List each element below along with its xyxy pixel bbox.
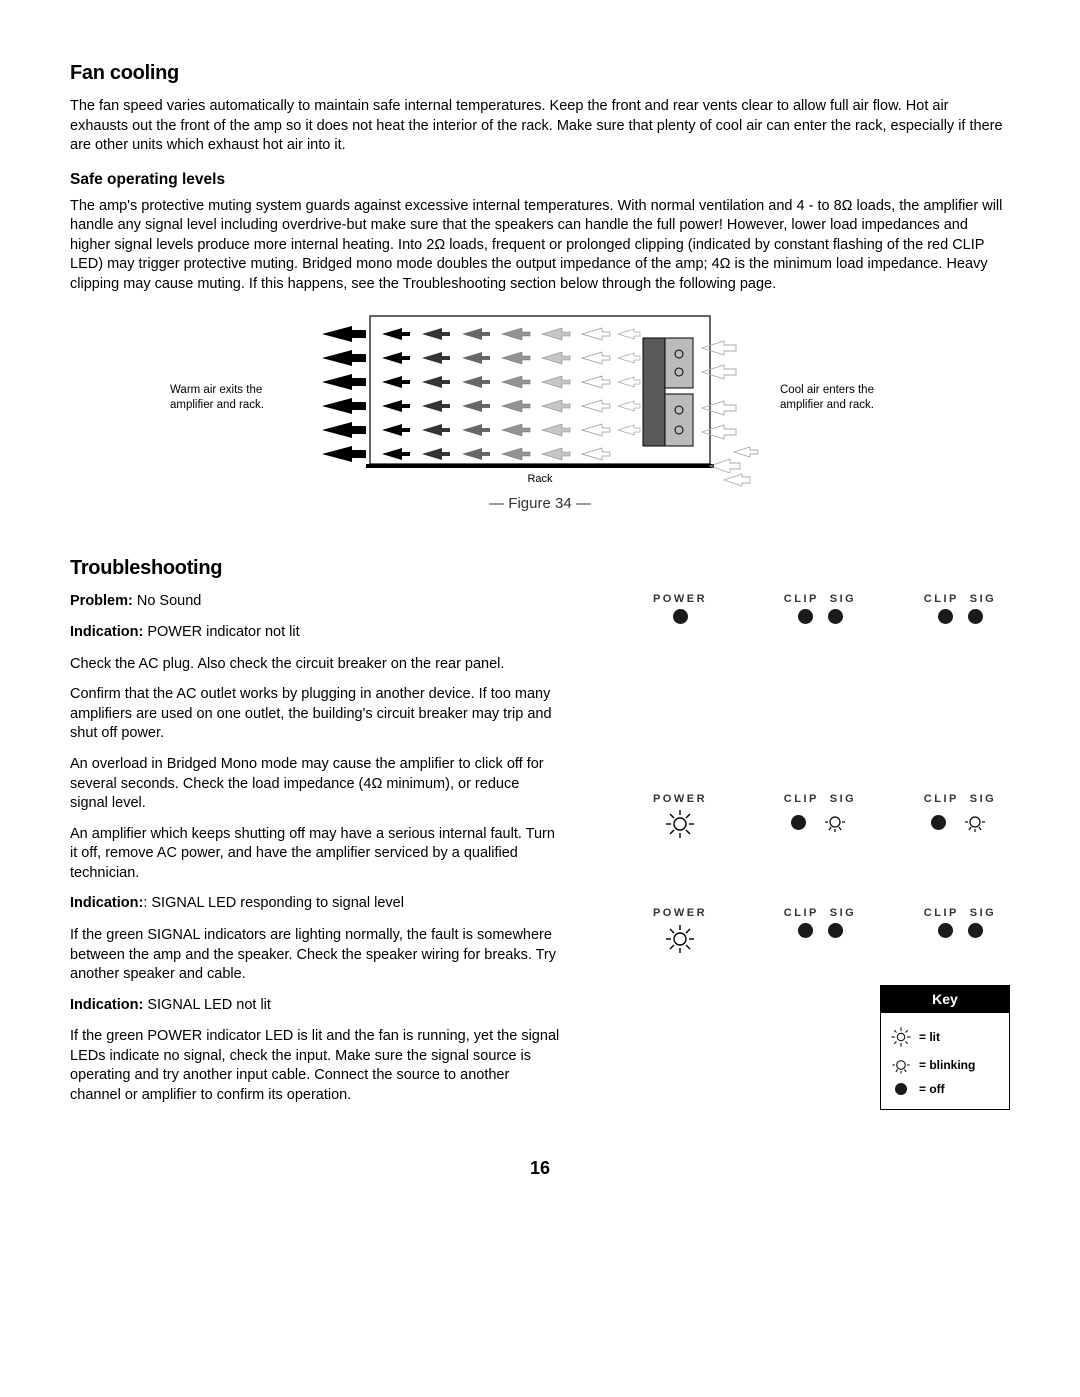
led-off-icon [931,815,946,830]
led-off-icon [673,609,688,624]
power-label: POWER [653,592,707,607]
led-lit-icon [664,808,696,840]
airflow-diagram: Warm air exits the amplifier and rack. R… [70,308,1010,488]
led-row-2: POWER CLIP SIG CLIP SIG [590,792,1010,841]
clipsig-label: CLIP SIG [784,592,856,607]
safe-levels-body: The amp's protective muting system guard… [70,197,1010,295]
power-label: POWER [653,906,707,921]
clipsig-label: CLIP SIG [784,792,856,807]
ts-p5: If the green SIGNAL indicators are light… [70,926,560,985]
problem-line: Problem: No Sound [70,592,560,612]
led-blink-icon [821,808,849,836]
safe-levels-heading: Safe operating levels [70,170,1010,191]
ts-p3: An overload in Bridged Mono mode may cau… [70,755,560,814]
troubleshooting-heading: Troubleshooting [70,555,1010,582]
figure-caption: — Figure 34 — [70,494,1010,514]
led-off-icon [828,609,843,624]
clipsig-label: CLIP SIG [924,792,996,807]
led-lit-icon [889,1025,913,1049]
led-row-1: POWER CLIP SIG CLIP SIG [590,592,1010,624]
key-blink: = blinking [919,1057,975,1073]
indication-2: Indication:: SIGNAL LED responding to si… [70,894,560,914]
key-lit: = lit [919,1029,940,1045]
ts-p2: Confirm that the AC outlet works by plug… [70,685,560,744]
power-label: POWER [653,792,707,807]
led-blink-icon [961,808,989,836]
ts-p4: An amplifier which keeps shutting off ma… [70,825,560,884]
led-off-icon [938,923,953,938]
airflow-svg: Rack [310,308,770,488]
led-off-icon [798,923,813,938]
ts-p1: Check the AC plug. Also check the circui… [70,655,560,675]
indication-3: Indication: SIGNAL LED not lit [70,996,560,1016]
led-off-icon [895,1083,907,1095]
led-off-icon [828,923,843,938]
diagram-left-label: Warm air exits the amplifier and rack. [170,383,300,413]
led-lit-icon [664,923,696,955]
led-off-icon [968,609,983,624]
led-off-icon [968,923,983,938]
key-off: = off [919,1081,945,1097]
fan-cooling-heading: Fan cooling [70,60,1010,87]
led-off-icon [791,815,806,830]
clipsig-label: CLIP SIG [784,906,856,921]
legend-key: Key = lit = blinking = off [880,985,1010,1110]
indication-1: Indication: POWER indicator not lit [70,623,560,643]
page-number: 16 [70,1156,1010,1180]
ts-p6: If the green POWER indicator LED is lit … [70,1027,560,1105]
diagram-right-label: Cool air enters the amplifier and rack. [780,383,910,413]
led-off-icon [938,609,953,624]
key-title: Key [881,986,1009,1013]
led-off-icon [798,609,813,624]
rack-label: Rack [527,473,553,485]
led-blink-icon [889,1053,913,1077]
fan-cooling-body: The fan speed varies automatically to ma… [70,97,1010,156]
led-row-3: POWER CLIP SIG CLIP SIG [590,906,1010,955]
clipsig-label: CLIP SIG [924,906,996,921]
clipsig-label: CLIP SIG [924,592,996,607]
